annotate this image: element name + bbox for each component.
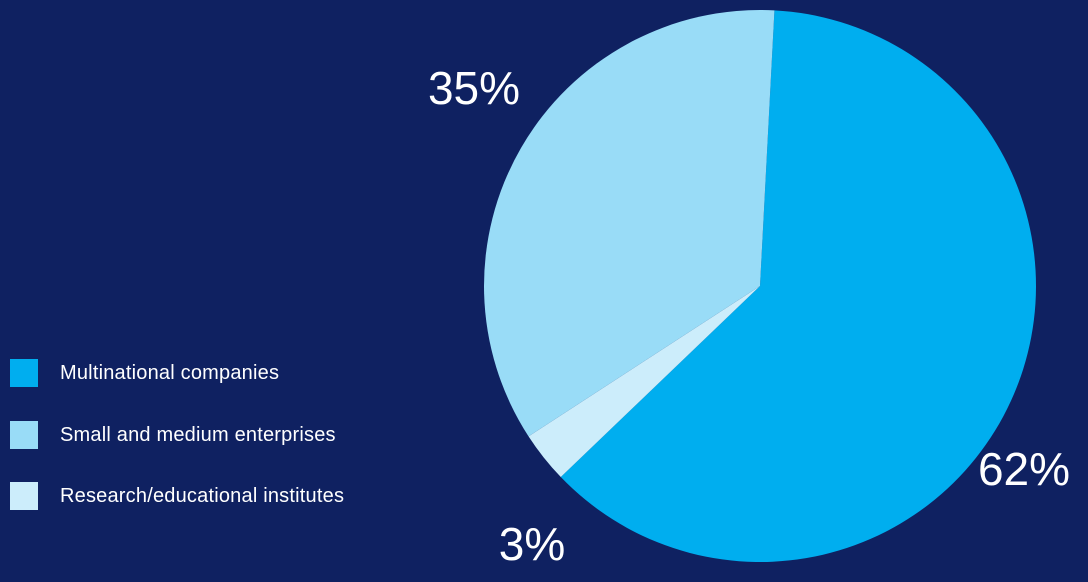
- legend-item-small-and-medium-enterprises: Small and medium enterprises: [10, 420, 336, 450]
- legend-swatch-multinational-companies: [10, 359, 38, 387]
- pie-slice-small-and-medium-enterprises: [484, 10, 775, 437]
- value-label-research-educational-institutes: 3%: [499, 518, 565, 570]
- pie-slice-research-educational-institutes: [528, 286, 760, 478]
- legend-label-small-and-medium-enterprises: Small and medium enterprises: [60, 423, 336, 446]
- legend-label-research-educational-institutes: Research/educational institutes: [60, 484, 345, 507]
- legend-label-multinational-companies: Multinational companies: [60, 361, 280, 384]
- pie-slices: [484, 10, 1036, 563]
- pie-slice-multinational-companies: [560, 10, 1036, 563]
- legend-item-multinational-companies: Multinational companies: [10, 358, 279, 388]
- value-label-small-and-medium-enterprises: 35%: [428, 62, 520, 114]
- value-label-multinational-companies: 62%: [978, 443, 1070, 495]
- pie-value-labels: 62% 35% 3%: [428, 62, 1070, 570]
- legend-swatch-small-and-medium-enterprises: [10, 421, 38, 449]
- legend-item-research-educational-institutes: Research/educational institutes: [10, 481, 344, 511]
- legend-swatch-research-educational-institutes: [10, 482, 38, 510]
